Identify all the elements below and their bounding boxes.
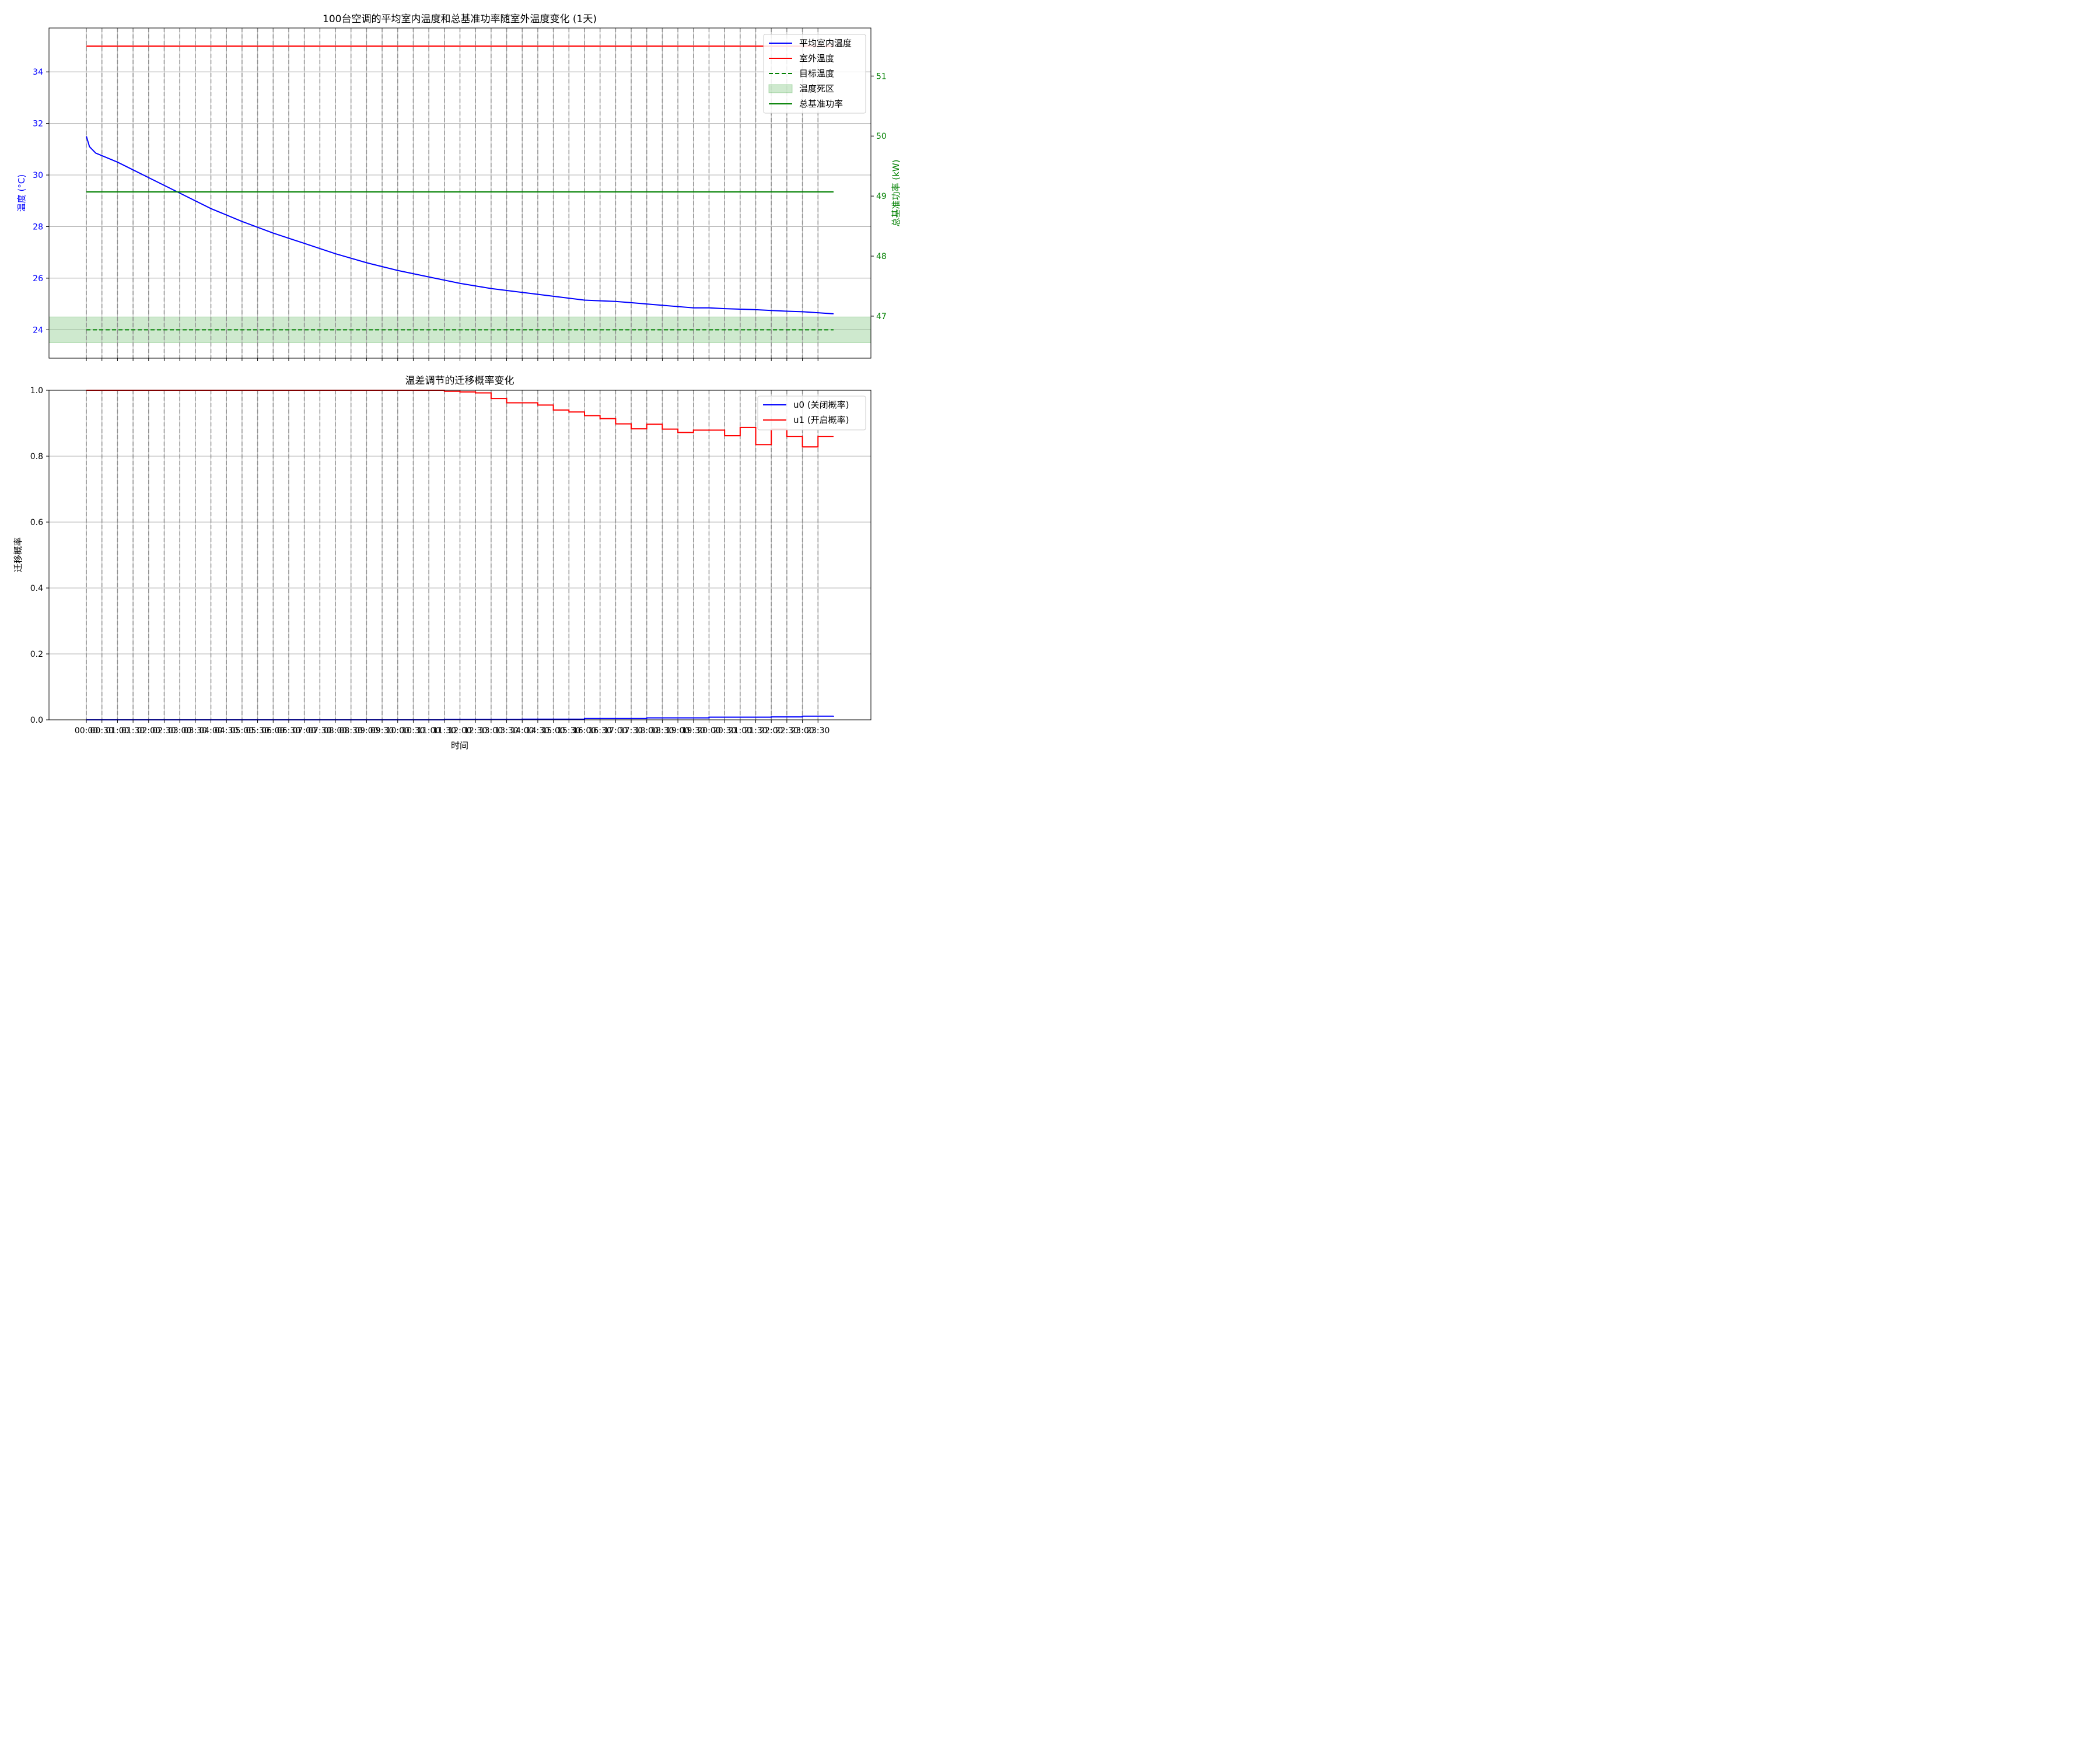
x-tick-label: 14:00 [510,726,534,736]
x-tick-label: 08:30 [340,726,363,736]
x-tick-label: 13:30 [495,726,518,736]
bottom-y-tick-label: 1.0 [30,386,43,396]
bottom-y-tick-label: 0.0 [30,716,43,725]
top-y-tick-label: 32 [33,120,43,129]
top-y-tick-label: 30 [33,171,43,180]
x-tick-label: 06:30 [277,726,300,736]
x-tick-label: 07:00 [292,726,316,736]
x-tick-label: 20:00 [697,726,720,736]
x-tick-label: 10:30 [401,726,425,736]
top-right-axis-ticks: 47 48 49 50 51 [871,72,887,321]
top-y-tick-label: 26 [33,274,43,284]
top-y2-tick-label: 49 [876,192,887,201]
top-y2-tick-label: 48 [876,252,887,261]
x-tick-label: 01:00 [106,726,129,736]
bottom-y-axis-ticks: 0.0 0.2 0.4 0.6 0.8 1.0 [30,386,49,725]
bottom-chart-title: 温差调节的迁移概率变化 [405,375,514,387]
top-legend-box [763,34,866,114]
bottom-y-tick-label: 0.6 [30,518,43,527]
x-tick-label: 18:00 [635,726,659,736]
top-y2-tick-label: 47 [876,312,887,321]
x-tick-label: 05:00 [230,726,254,736]
bottom-y-axis-label: 迁移概率 [13,537,23,572]
x-tick-label: 08:00 [324,726,347,736]
x-tick-label: 11:00 [417,726,440,736]
x-tick-label: 22:00 [760,726,783,736]
bottom-y-tick-label: 0.4 [30,584,43,593]
x-tick-label: 22:30 [775,726,799,736]
x-tick-label: 19:00 [666,726,690,736]
x-tick-label: 00:00 [75,726,98,736]
x-tick-label: 21:00 [729,726,752,736]
legend-label: u0 (关闭概率) [793,400,849,410]
x-tick-label: 13:00 [480,726,503,736]
x-tick-label: 15:00 [541,726,565,736]
x-tick-label: 15:30 [557,726,580,736]
x-tick-label: 12:30 [464,726,487,736]
top-time-markers [86,28,819,358]
bottom-time-markers [86,390,819,720]
legend-swatch [768,84,793,93]
top-series [86,45,834,331]
top-x-axis-ticks [86,358,818,361]
legend-label: 总基准功率 [799,99,843,109]
bottom-series-line-1 [86,390,834,448]
x-tick-label: 04:30 [215,726,238,736]
x-tick-label: 18:30 [650,726,674,736]
top-chart-title: 100台空调的平均室内温度和总基准功率随室外温度变化 (1天) [323,13,597,25]
legend-label: 平均室内温度 [799,38,852,48]
x-tick-label: 05:30 [246,726,269,736]
x-tick-label: 09:30 [370,726,394,736]
top-left-axis-ticks: 24 26 28 30 32 34 [33,68,49,335]
probability-panel: 温差调节的迁移概率变化 0.0 0.2 0.4 0.6 0.8 1.0 00:0000:3… [13,375,872,751]
legend-label: 目标温度 [799,68,834,79]
bottom-x-axis-ticks: 00:0000:3001:0001:3002:0002:3003:0003:30… [75,720,830,736]
legend-label: 温度死区 [799,83,834,94]
top-y-tick-label: 34 [33,68,43,77]
x-tick-label: 16:00 [573,726,596,736]
x-tick-label: 02:00 [137,726,160,736]
top-y2-tick-label: 51 [876,72,887,81]
x-tick-label: 23:00 [790,726,814,736]
x-tick-label: 01:30 [121,726,145,736]
top-series-line-0 [86,136,834,314]
x-tick-label: 17:30 [620,726,643,736]
x-tick-label: 07:30 [308,726,331,736]
bottom-series [86,390,834,720]
x-tick-label: 17:00 [604,726,627,736]
bottom-series-line-0 [86,715,834,720]
x-tick-label: 03:00 [168,726,191,736]
bottom-legend: u0 (关闭概率) u1 (开启概率) [757,396,866,430]
x-tick-label: 16:30 [588,726,611,736]
figure: 100台空调的平均室内温度和总基准功率随室外温度变化 (1天) 24 26 28 30… [13,13,901,751]
temperature-power-panel: 100台空调的平均室内温度和总基准功率随室外温度变化 (1天) 24 26 28 30… [16,13,901,361]
bottom-y-tick-label: 0.8 [30,452,43,461]
top-right-axis-label: 总基准功率 (kW) [891,160,901,227]
x-tick-label: 14:30 [526,726,550,736]
top-left-axis-label: 温度 (°C) [16,174,27,212]
top-y2-tick-label: 50 [876,132,887,141]
x-tick-label: 20:30 [713,726,736,736]
x-tick-label: 10:00 [386,726,410,736]
x-tick-label: 11:30 [433,726,456,736]
legend-label: u1 (开启概率) [793,415,849,425]
bottom-y-tick-label: 0.2 [30,650,43,659]
x-tick-label: 04:00 [199,726,222,736]
x-axis-label: 时间 [451,740,468,751]
top-y-tick-label: 24 [33,326,43,335]
top-y-tick-label: 28 [33,222,43,232]
x-tick-label: 21:30 [744,726,767,736]
x-tick-label: 19:30 [682,726,705,736]
x-tick-label: 12:00 [448,726,471,736]
legend-label: 室外温度 [799,53,834,64]
x-tick-label: 02:30 [152,726,176,736]
x-tick-label: 06:00 [261,726,285,736]
x-tick-label: 03:30 [184,726,207,736]
x-tick-label: 23:30 [806,726,830,736]
x-tick-label: 00:30 [90,726,114,736]
x-tick-label: 09:00 [355,726,378,736]
